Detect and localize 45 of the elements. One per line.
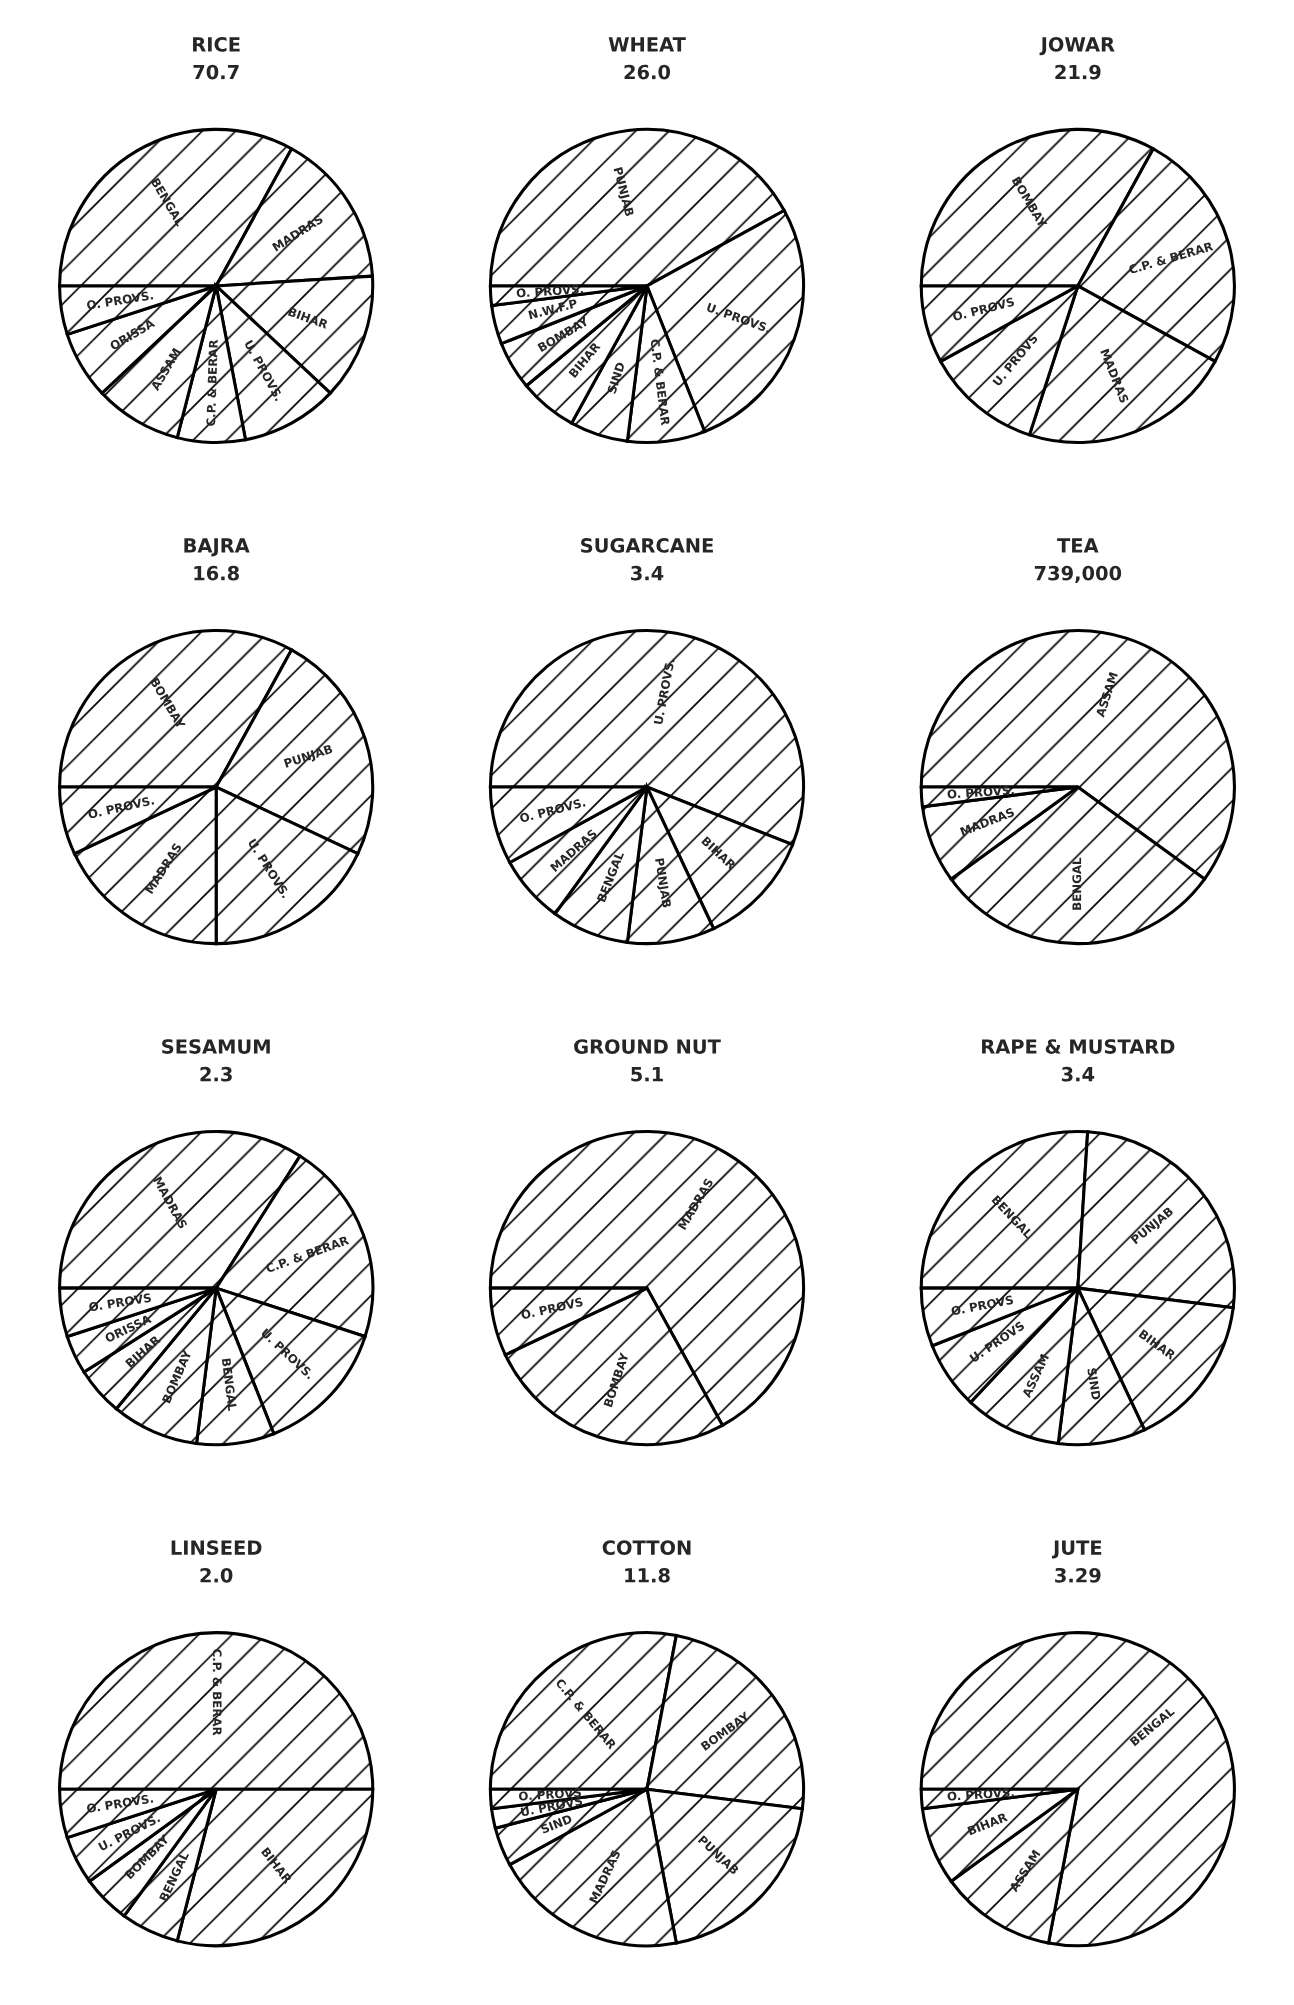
chart-title: SESAMUM bbox=[162, 1039, 270, 1054]
slice-label: O. PROVS. bbox=[947, 785, 1014, 799]
chart-subtitle: 16.8 bbox=[194, 565, 239, 581]
slice-label: PUNJAB bbox=[652, 858, 672, 909]
chart-title: RICE bbox=[193, 37, 240, 52]
slice-label: BENGAL bbox=[221, 1358, 238, 1411]
slice-label: O. PROVS. bbox=[87, 795, 155, 819]
chart-subtitle: 70.7 bbox=[193, 64, 239, 80]
chart-title: JUTE bbox=[1051, 1540, 1102, 1559]
chart-subtitle: 2.0 bbox=[200, 1567, 233, 1583]
chart-subtitle: 3.4 bbox=[631, 565, 664, 581]
chart-subtitle: 21.9 bbox=[1055, 64, 1101, 80]
chart-title: TEA bbox=[1057, 538, 1099, 553]
chart-subtitle: 5.1 bbox=[631, 1067, 663, 1082]
slice-label: O. PROVS. bbox=[86, 290, 154, 310]
chart-title: RAPE & MUSTARD bbox=[982, 1039, 1175, 1054]
slice-label: SIND bbox=[606, 361, 626, 395]
chart-subtitle: 2.3 bbox=[200, 1066, 232, 1082]
chart-subtitle: 3.4 bbox=[1061, 1066, 1095, 1082]
chart-subtitle: 11.8 bbox=[625, 1567, 670, 1583]
slice-label: BENGAL bbox=[1072, 857, 1082, 910]
chart-title: JOWAR bbox=[1039, 37, 1115, 56]
slice-label: O. PROVS. bbox=[516, 284, 584, 298]
slice-label: SIND bbox=[1087, 1367, 1101, 1401]
chart-title: LINSEED bbox=[171, 1540, 262, 1555]
slice-label: SIND bbox=[540, 1814, 573, 1834]
slice-label: O. PROVS bbox=[88, 1293, 152, 1312]
chart-title: SUGARCANE bbox=[581, 538, 713, 553]
chart-title: WHEAT bbox=[608, 37, 686, 52]
chart-title: COTTON bbox=[602, 1540, 691, 1555]
pie-slice bbox=[919, 1631, 1236, 1948]
chart-subtitle: 739,000 bbox=[1034, 565, 1122, 583]
chart-subtitle: 26.0 bbox=[624, 64, 671, 80]
slice-label: O. PROVS. bbox=[519, 797, 586, 823]
slice-label: U. PROVS. bbox=[653, 658, 675, 725]
slice-label: O. PROVS bbox=[952, 297, 1015, 322]
slice-label: C.P. & BERAR bbox=[206, 339, 218, 426]
chart-title: GROUND NUT bbox=[574, 1039, 721, 1054]
slice-label: O. PROVS bbox=[520, 1297, 584, 1320]
slice-label: C.P. & BERAR bbox=[1128, 241, 1214, 275]
chart-title: BAJRA bbox=[184, 538, 250, 557]
slice-label: O. PROVS. bbox=[86, 1793, 154, 1814]
slice-label: O. PROVS bbox=[950, 1295, 1014, 1316]
chart-subtitle: 3.29 bbox=[1055, 1567, 1101, 1583]
slice-label: O. PROVS. bbox=[947, 1787, 1014, 1801]
